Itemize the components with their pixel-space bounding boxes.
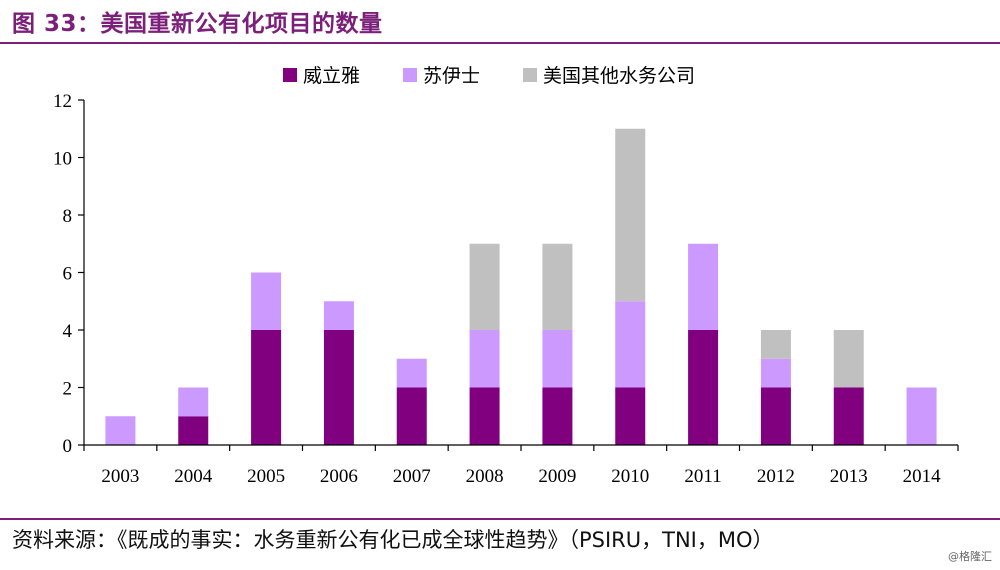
- bar-2004-series-2: [178, 387, 209, 417]
- bar-2009-series-2: [542, 330, 573, 388]
- x-tick-label: 2014: [903, 466, 942, 487]
- y-tick-label: 10: [53, 149, 72, 170]
- y-tick-label: 2: [63, 379, 73, 400]
- bar-2005-series-1: [251, 330, 282, 445]
- y-tick-label: 6: [63, 264, 73, 285]
- bar-2012-series-1: [760, 387, 791, 445]
- bar-2013-series-1: [833, 387, 864, 445]
- chart-bars: [105, 128, 937, 445]
- x-tick-label: 2007: [393, 466, 431, 487]
- legend-label-series-1: 威立雅: [303, 65, 360, 87]
- x-tick-label: 2005: [247, 466, 285, 487]
- x-tick-label: 2009: [538, 466, 576, 487]
- legend-swatch-series-1: [283, 68, 297, 82]
- y-tick-label: 12: [53, 91, 72, 112]
- bar-2010-series-2: [615, 301, 646, 388]
- x-tick-label: 2008: [466, 466, 504, 487]
- bar-2010-series-1: [615, 387, 646, 445]
- bar-2005-series-2: [251, 272, 282, 330]
- legend-swatch-series-3: [523, 68, 537, 82]
- x-tick-label: 2012: [757, 466, 795, 487]
- y-tick-label: 4: [63, 321, 73, 342]
- bar-2003-series-2: [105, 416, 136, 445]
- bar-2013-series-3: [833, 330, 864, 388]
- stacked-bar-chart: 威立雅 苏伊士 美国其他水务公司 0 2 4 6 8 10 12 2003 2004 2005 2006…: [53, 65, 959, 487]
- bar-2007-series-1: [396, 387, 427, 445]
- x-tick-label: 2006: [320, 466, 358, 487]
- bar-2010-series-3: [615, 128, 646, 302]
- title-divider: [0, 42, 1000, 44]
- bar-2012-series-2: [760, 358, 791, 388]
- legend-swatch-series-2: [403, 68, 417, 82]
- bar-2011-series-1: [688, 330, 719, 445]
- chart-axes: 0 2 4 6 8 10 12 2003 2004 2005 2006 2007 2008 2009 201…: [53, 91, 959, 487]
- x-tick-label: 2011: [684, 466, 721, 487]
- y-tick-label: 8: [63, 206, 73, 227]
- x-tick-label: 2004: [174, 466, 213, 487]
- legend-label-series-3: 美国其他水务公司: [543, 65, 695, 87]
- bar-2006-series-1: [323, 330, 354, 445]
- legend-label-series-2: 苏伊士: [423, 65, 480, 87]
- bar-2007-series-2: [396, 358, 427, 388]
- x-tick-label: 2013: [830, 466, 868, 487]
- bar-2012-series-3: [760, 330, 791, 359]
- source-note: 资料来源：《既成的事实：水务重新公有化已成全球性趋势》（PSIRU，TNI，MO…: [12, 528, 774, 552]
- bar-2008-series-3: [469, 243, 500, 330]
- bar-2008-series-1: [469, 387, 500, 445]
- x-tick-label: 2010: [611, 466, 649, 487]
- source-divider: [0, 518, 1000, 520]
- bar-2006-series-2: [323, 301, 354, 330]
- bar-2008-series-2: [469, 330, 500, 388]
- chart-legend: 威立雅 苏伊士 美国其他水务公司: [283, 65, 695, 87]
- bar-2009-series-3: [542, 243, 573, 330]
- bar-2014-series-2: [906, 387, 937, 445]
- y-tick-label: 0: [63, 436, 73, 457]
- watermark: @格隆汇: [948, 550, 992, 563]
- bar-2004-series-1: [178, 416, 209, 445]
- figure-title: 图 33：美国重新公有化项目的数量: [12, 11, 383, 37]
- bar-2011-series-2: [688, 243, 719, 330]
- bar-2009-series-1: [542, 387, 573, 445]
- x-tick-label: 2003: [101, 466, 139, 487]
